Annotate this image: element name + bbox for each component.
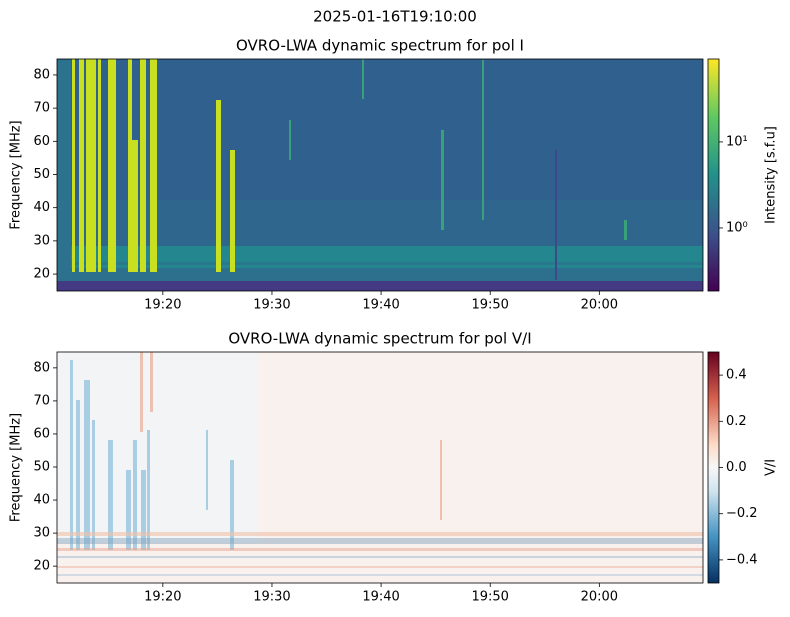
x-tick-label: 19:50	[471, 590, 508, 605]
colorbar-label: Intensity [s.f.u]	[764, 126, 779, 224]
colorbar-tick-label: 0.4	[726, 368, 747, 383]
y-tick-label: 40	[33, 200, 50, 215]
x-tick-label: 19:50	[471, 298, 508, 313]
colorbar-tick-label: 10¹	[726, 134, 748, 149]
colorbar	[707, 58, 720, 292]
colorbar-tick-label: 0.2	[726, 414, 747, 429]
y-axis-label: Frequency [MHz]	[9, 120, 24, 229]
y-tick-label: 80	[33, 67, 50, 82]
y-tick-label: 30	[33, 526, 50, 541]
y-tick-label: 50	[33, 460, 50, 475]
chart-title: OVRO-LWA dynamic spectrum for pol V/I	[228, 330, 531, 348]
axes-frame	[56, 58, 704, 292]
x-tick-label: 19:40	[362, 590, 399, 605]
chart-title: OVRO-LWA dynamic spectrum for pol I	[236, 37, 524, 55]
colorbar-tick-label: 10⁰	[726, 220, 748, 235]
heatmap-image	[57, 352, 703, 583]
colorbar-tick-label: 0.0	[726, 460, 747, 475]
y-tick-label: 50	[33, 167, 50, 182]
colorbar-label: V/I	[764, 459, 779, 476]
axes-frame	[56, 351, 704, 584]
y-tick-label: 40	[33, 493, 50, 508]
y-tick-label: 70	[33, 101, 50, 116]
x-tick-label: 19:40	[362, 298, 399, 313]
y-tick-label: 60	[33, 134, 50, 149]
y-tick-label: 80	[33, 360, 50, 375]
y-axis-label: Frequency [MHz]	[9, 413, 24, 522]
x-tick-label: 19:30	[253, 590, 290, 605]
figure-title: 2025-01-16T19:10:00	[313, 8, 477, 26]
heatmap-image	[57, 59, 703, 291]
x-tick-label: 19:20	[144, 590, 181, 605]
colorbar	[707, 351, 720, 584]
y-tick-label: 60	[33, 426, 50, 441]
x-tick-label: 20:00	[581, 298, 618, 313]
x-tick-label: 19:20	[144, 298, 181, 313]
y-tick-label: 70	[33, 393, 50, 408]
y-tick-label: 20	[33, 267, 50, 282]
colorbar-tick-label: −0.4	[726, 552, 758, 567]
y-tick-label: 20	[33, 559, 50, 574]
y-tick-label: 30	[33, 233, 50, 248]
x-tick-label: 20:00	[581, 590, 618, 605]
x-tick-label: 19:30	[253, 298, 290, 313]
colorbar-tick-label: −0.2	[726, 506, 758, 521]
